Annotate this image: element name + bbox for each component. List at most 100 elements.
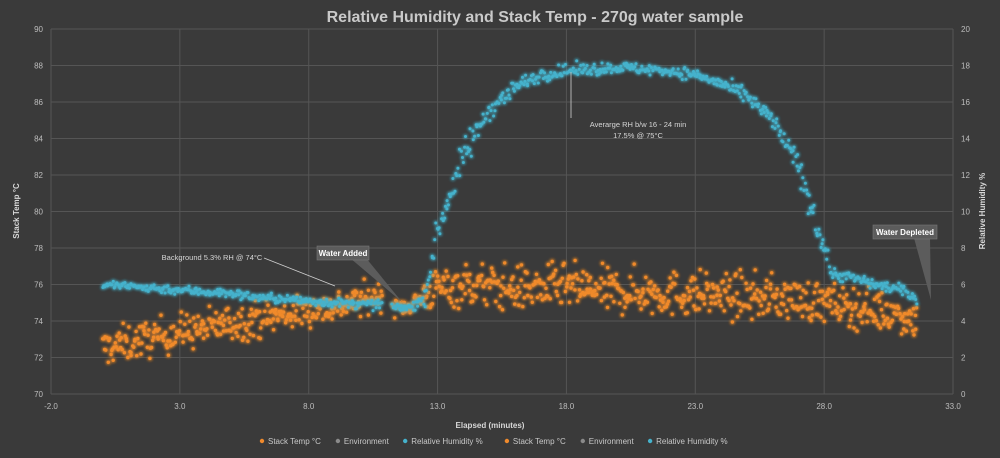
- data-point: [428, 275, 432, 279]
- data-point: [838, 314, 843, 318]
- data-point: [714, 301, 718, 305]
- data-point: [249, 307, 253, 311]
- data-point: [113, 285, 117, 289]
- data-point: [585, 273, 589, 277]
- data-point: [792, 145, 796, 149]
- data-point: [570, 69, 574, 73]
- data-point: [257, 310, 262, 314]
- data-point: [502, 101, 506, 105]
- data-point: [674, 273, 679, 278]
- data-point: [511, 81, 515, 85]
- data-point: [537, 75, 541, 79]
- data-point: [847, 271, 851, 275]
- data-point: [299, 301, 303, 305]
- data-point: [531, 79, 534, 83]
- data-point: [507, 291, 511, 295]
- data-point: [105, 335, 109, 340]
- data-point: [603, 280, 607, 285]
- data-point: [799, 296, 803, 300]
- data-point: [290, 314, 294, 319]
- data-point: [579, 63, 583, 67]
- data-point: [565, 281, 569, 286]
- data-point: [695, 286, 699, 290]
- data-point: [467, 280, 471, 284]
- data-point: [899, 284, 903, 288]
- data-point: [567, 300, 572, 304]
- data-point: [451, 278, 455, 283]
- data-point: [722, 309, 726, 313]
- data-point: [234, 293, 238, 296]
- data-point: [321, 300, 325, 304]
- legend-label: Stack Temp °C: [268, 437, 321, 446]
- data-point: [125, 339, 129, 343]
- data-point: [440, 285, 444, 290]
- data-point: [258, 336, 262, 341]
- data-point: [123, 281, 127, 285]
- data-point: [522, 296, 526, 300]
- data-point: [366, 288, 371, 292]
- data-point: [316, 312, 320, 316]
- data-point: [740, 275, 744, 280]
- data-point: [621, 68, 625, 72]
- data-point: [471, 129, 475, 133]
- data-point: [911, 329, 915, 333]
- data-point: [770, 271, 774, 275]
- data-point: [466, 146, 470, 150]
- data-point: [603, 67, 607, 71]
- data-point: [660, 68, 664, 72]
- data-point: [240, 296, 244, 300]
- data-point: [797, 169, 800, 173]
- data-point: [637, 300, 641, 305]
- data-point: [464, 263, 468, 267]
- data-point: [200, 319, 205, 323]
- y2-tick-label: 18: [961, 62, 970, 71]
- data-point: [900, 314, 905, 319]
- data-point: [462, 273, 466, 277]
- data-point: [326, 314, 331, 319]
- data-point: [285, 293, 289, 297]
- data-point: [456, 166, 460, 170]
- data-point: [766, 111, 770, 115]
- data-point: [380, 301, 384, 305]
- data-point: [781, 140, 785, 144]
- data-point: [255, 295, 259, 299]
- data-point: [573, 258, 577, 263]
- data-point: [169, 326, 173, 330]
- data-point: [826, 292, 830, 297]
- data-point: [492, 114, 496, 118]
- data-point: [111, 279, 115, 283]
- data-point: [508, 287, 513, 292]
- data-point: [146, 333, 150, 337]
- data-point: [120, 284, 124, 288]
- data-point: [535, 295, 540, 300]
- y-tick-label: 70: [34, 390, 43, 399]
- data-point: [282, 304, 287, 308]
- y2-tick-label: 4: [961, 317, 966, 326]
- data-point: [581, 63, 585, 67]
- data-point: [612, 300, 616, 304]
- data-point: [331, 311, 335, 315]
- data-point: [653, 284, 657, 288]
- data-point: [371, 309, 375, 313]
- data-point: [411, 300, 415, 304]
- data-point: [610, 274, 614, 278]
- data-point: [314, 304, 318, 307]
- data-point: [323, 303, 327, 307]
- data-point: [152, 330, 156, 334]
- data-point: [641, 291, 645, 295]
- data-point: [841, 286, 845, 290]
- data-point: [711, 286, 716, 290]
- data-point: [680, 78, 684, 81]
- data-point: [757, 312, 761, 316]
- data-point: [534, 272, 539, 276]
- data-point: [636, 289, 640, 294]
- data-point: [737, 91, 741, 95]
- data-point: [761, 311, 765, 315]
- data-point: [576, 72, 580, 76]
- y2-tick-label: 16: [961, 98, 970, 107]
- data-point: [502, 286, 506, 290]
- legend-item: Environment: [580, 437, 634, 446]
- data-point: [274, 307, 278, 312]
- data-point: [740, 83, 744, 87]
